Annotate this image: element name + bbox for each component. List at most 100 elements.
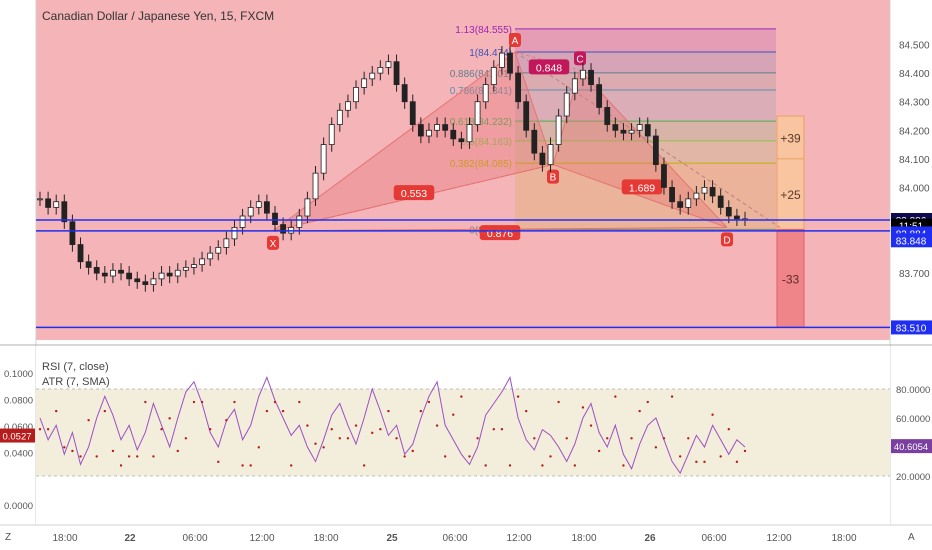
atr-dot: [314, 442, 317, 445]
atr-dot: [298, 400, 301, 404]
atr-dot: [217, 460, 220, 464]
atr-dot: [695, 460, 698, 464]
candle-body: [207, 252, 214, 260]
target-1-label: +39: [780, 131, 801, 145]
horizontal-lines[interactable]: [36, 219, 890, 329]
candle-body: [118, 269, 124, 274]
candle-body: [174, 269, 181, 277]
time-tick-label: 26: [644, 533, 656, 544]
atr-dot: [516, 395, 520, 398]
pattern-point-marker: [721, 232, 733, 247]
candle-body: [126, 272, 133, 280]
atr-dot: [127, 455, 131, 458]
candle-body: [231, 227, 238, 240]
atr-dot: [573, 464, 577, 467]
atr-dot: [330, 428, 333, 431]
candle-body: [85, 261, 92, 268]
position-tool[interactable]: +39 +25 -33: [776, 115, 805, 328]
atr-dot: [492, 428, 495, 431]
candle-body: [158, 272, 165, 280]
time-tick-label: 18:00: [831, 533, 856, 544]
fib-zone: [515, 140, 776, 164]
fib-zone: [515, 72, 776, 90]
atr-dot: [387, 409, 390, 413]
time-tick-label: 06:00: [701, 533, 726, 544]
atr-dot: [638, 409, 641, 413]
pattern-point-label: A: [512, 36, 519, 47]
candle-body: [717, 195, 724, 208]
price-tick-label: 84.000: [899, 183, 930, 194]
rsi-band: [36, 389, 890, 476]
atr-dot: [670, 395, 674, 398]
atr-dot: [119, 464, 123, 467]
rsi-legend: RSI (7, close): [42, 361, 109, 373]
atr-dot: [403, 455, 406, 458]
atr-dot: [233, 400, 236, 404]
atr-legend: ATR (7, SMA): [42, 376, 110, 388]
atr-dot: [630, 437, 633, 440]
atr-dot: [452, 413, 455, 416]
candle-body: [166, 272, 173, 277]
fib-level-label: 0.786(84.341): [450, 86, 512, 97]
candle-body: [677, 201, 684, 208]
candle-body: [563, 92, 570, 117]
atr-tick-label: 0.0000: [4, 501, 33, 512]
chart-title: Canadian Dollar / Japanese Yen, 15, FXCM: [42, 9, 274, 23]
axis-corner-right[interactable]: A: [908, 532, 915, 543]
atr-dot: [541, 464, 544, 467]
rsi-tick-label: 20.0000: [896, 472, 930, 483]
atr-dot: [646, 400, 649, 404]
candle-body: [93, 267, 100, 274]
fib-zone: [515, 90, 776, 122]
atr-dot: [687, 437, 690, 440]
candle-body: [134, 278, 141, 283]
candle-body: [409, 101, 416, 125]
pattern-point-marker: [267, 235, 279, 250]
candle-body: [733, 215, 740, 220]
atr-dot: [743, 449, 747, 453]
candle-body: [661, 164, 667, 188]
price-tick-label: 84.200: [899, 126, 930, 137]
atr-dot: [435, 424, 439, 427]
atr-dot: [589, 424, 593, 427]
candle-body: [685, 198, 692, 208]
atr-dot: [735, 460, 739, 464]
atr-dot: [654, 446, 658, 449]
atr-dot: [63, 446, 66, 449]
axis-corner-left[interactable]: Z: [5, 532, 11, 543]
atr-dot: [508, 464, 512, 467]
time-axis[interactable]: 18:00 22 06:00 12:00 18:00 25 06:00 12:00 18:00 2…: [52, 533, 856, 544]
atr-dot: [395, 437, 398, 440]
candle-body: [247, 207, 254, 217]
price-tick-label: 83.700: [899, 269, 930, 280]
atr-dot: [581, 406, 585, 409]
candle-body: [215, 247, 222, 254]
candle-body: [53, 201, 60, 208]
atr-dot: [362, 464, 366, 467]
atr-tick-label: 0.1000: [4, 369, 33, 380]
atr-dot: [711, 413, 714, 416]
atr-value: 0.0527: [2, 432, 31, 443]
candle-body: [426, 129, 432, 137]
price-candles: [37, 46, 748, 292]
atr-dot: [476, 437, 479, 440]
time-axis-bg[interactable]: [0, 525, 932, 550]
atr-dot: [703, 460, 706, 464]
candle-body: [571, 78, 578, 94]
pattern-point-marker: [547, 169, 559, 184]
atr-dot: [241, 464, 244, 467]
atr-dot: [606, 437, 609, 440]
main-pane-bg[interactable]: [36, 0, 890, 340]
atr-dot: [152, 455, 155, 458]
candle-body: [450, 129, 457, 140]
time-tick-label: 18:00: [313, 533, 338, 544]
atr-dot: [525, 409, 528, 413]
candle-body: [709, 187, 716, 197]
price-axis[interactable]: 84.500 84.400 84.300 84.200 84.100 84.000 83.7…: [891, 41, 932, 335]
atr-dot: [136, 455, 139, 458]
atr-dot: [443, 455, 447, 458]
atr-dot: [354, 424, 358, 427]
time-tick-label: 18:00: [571, 533, 596, 544]
time-tick-label: 12:00: [506, 533, 531, 544]
